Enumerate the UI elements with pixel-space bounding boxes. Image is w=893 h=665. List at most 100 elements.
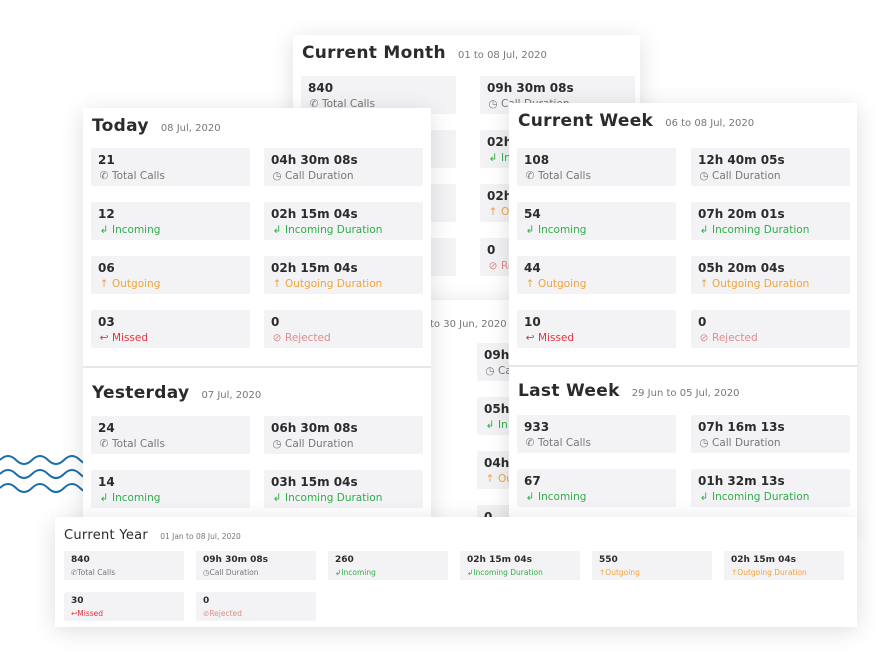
stat-label-text: Outgoing Duration [285,278,383,290]
stat-tile: 840 ✆Total Calls [301,76,456,114]
stat-tile: 04h 30m 08s ◷ Call Duration [264,148,423,186]
stat-value: 260 [335,555,354,565]
stat-value: 14 [98,475,115,489]
stat-value: 07h 20m 01s [698,207,785,221]
stat-value: 07h 16m 13s [698,420,785,434]
wave-decoration [0,455,95,493]
stat-tile: 0 ⊘Rejected [196,592,316,621]
clock-icon: ◷ [488,98,498,110]
stat-tile: 03h 15m 04s ↲ Incoming Duration [264,470,423,508]
card-title: Today [92,116,149,136]
current-month-header: Current Month 01 to 08 Jul, 2020 [302,43,547,63]
stat-label-text: Call Duration [285,170,354,182]
outgoing-icon: ↑ [525,278,535,290]
stat-label-text: Incoming Duration [285,224,383,236]
stat-label: ↩Missed [71,609,103,618]
stat-label-text: Total Calls [322,98,375,110]
stat-label: ↲Incoming Duration [698,491,810,503]
stat-label: ✆Total Calls [524,437,591,449]
stat-label-text: Missed [538,332,575,344]
outgoing-icon: ↑ [272,278,282,290]
last-week-header: Last Week 29 Jun to 05 Jul, 2020 [518,381,739,401]
stat-label-text: Rejected [209,609,242,618]
stat-value: 02h 15m 04s [731,555,796,565]
stat-label: ↑Outgoing Duration [271,278,383,290]
divider [83,366,431,368]
rejected-icon: ⊘ [488,260,498,272]
stat-tile: 54 ↲ Incoming [517,202,676,240]
stat-tile: 07h 16m 13s ◷ Call Duration [691,415,850,453]
rejected-icon: ⊘ [203,609,210,618]
stat-label: ⊘Rejected [203,609,242,618]
stat-value: 54 [524,207,541,221]
stat-label-text: Outgoing [538,278,587,290]
card-title: Current Year [64,528,149,543]
card-date: 01 Jan to 08 Jul, 2020 [160,532,241,541]
rejected-icon: ⊘ [699,332,709,344]
stat-tile: 933 ✆ Total Calls [517,415,676,453]
outgoing-icon: ↑ [485,473,495,485]
stat-tile: 260 ↲Incoming [328,551,448,580]
current-year-card: Current Year 01 Jan to 08 Jul, 2020 840 ✆… [55,517,857,627]
stat-value: 03h 15m 04s [271,475,358,489]
stat-value: 06h 30m 08s [271,421,358,435]
stat-label: ↲Incoming Duration [271,224,383,236]
stat-tile: 02h 15m 04s ↲Incoming Duration [264,202,423,240]
today-card: Today 08 Jul, 2020 21 ✆ Total Calls 04h 30m… [83,108,431,528]
stat-label: ◷Call Duration [203,568,259,577]
stat-label-text: Incoming [112,492,161,504]
incoming-icon: ↲ [467,568,474,577]
stat-label-text: Call Duration [712,170,781,182]
incoming-icon: ↲ [525,224,535,236]
stat-label: ◷Call Duration [698,437,780,449]
stat-value: 44 [524,261,541,275]
card-title: Yesterday [92,383,190,403]
stat-tile: 108 ✆ Total Calls [517,148,676,186]
stat-tile: 30 ↩Missed [64,592,184,621]
stat-tile: 12h 40m 05s ◷ Call Duration [691,148,850,186]
stat-label: ✆Total Calls [308,98,375,110]
current-week-header: Current Week 06 to 08 Jul, 2020 [518,111,754,131]
stat-label-text: Incoming Duration [473,568,543,577]
incoming-icon: ↲ [699,224,709,236]
stat-value: 12h 40m 05s [698,153,785,167]
stat-label: ✆Total Calls [98,438,165,450]
stat-label: ↲ In [484,419,508,431]
phone-icon: ✆ [71,568,78,577]
phone-icon: ✆ [525,170,535,182]
stat-value: 30 [71,596,84,606]
stat-label: ↲Incoming [335,568,376,577]
stat-tile: 05h 20m 04s ↑ Outgoing Duration [691,256,850,294]
missed-icon: ↩ [99,332,109,344]
stat-label-text: Missed [77,609,104,618]
incoming-icon: ↲ [488,152,498,164]
stat-value: 67 [524,474,541,488]
missed-icon: ↩ [71,609,78,618]
card-date: 07 Jul, 2020 [201,390,262,401]
stat-tile: 24 ✆ Total Calls [91,416,250,454]
current-week-card: Current Week 06 to 08 Jul, 2020 108 ✆ Tota… [509,103,857,528]
stat-label-text: Missed [112,332,149,344]
stat-label-text: Rejected [712,332,758,344]
stat-tile: 02h 15m 04s ↑Outgoing Duration [724,551,844,580]
stat-value: 550 [599,555,618,565]
stat-label: ◷Call Duration [698,170,781,182]
stat-label-text: In [498,419,508,431]
stat-value: 09h 30m 08s [203,555,268,565]
stat-label-text: Outgoing Duration [712,278,810,290]
stat-value: 933 [524,420,550,434]
stat-label-text: Incoming Duration [285,492,383,504]
stat-value: 24 [98,421,115,435]
card-date: 01 to 08 Jul, 2020 [457,50,547,61]
rejected-icon: ⊘ [272,332,282,344]
stat-value: 840 [71,555,90,565]
outgoing-icon: ↑ [599,568,606,577]
clock-icon: ◷ [699,170,709,182]
clock-icon: ◷ [272,438,282,450]
stat-label-text: Incoming [538,224,587,236]
stat-tile: 02h 15m 04s ↲Incoming Duration [460,551,580,580]
stat-label: ↑Outgoing [524,278,587,290]
stat-tile: 06 ↑ Outgoing [91,256,250,294]
stat-tile: 09h 30m 08s ◷Call Duration [196,551,316,580]
stat-tile: 21 ✆ Total Calls [91,148,250,186]
